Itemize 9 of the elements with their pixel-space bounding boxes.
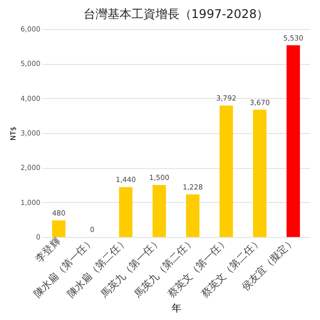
bar: [286, 45, 300, 237]
bar: [220, 106, 233, 237]
bar: [52, 220, 66, 237]
chart-title: 台灣基本工資增長（1997-2028）: [83, 7, 269, 21]
x-axis-title: 年: [172, 302, 182, 315]
bar: [253, 110, 266, 237]
bar: [186, 194, 200, 237]
bar: [119, 187, 132, 237]
bar: [152, 185, 166, 237]
